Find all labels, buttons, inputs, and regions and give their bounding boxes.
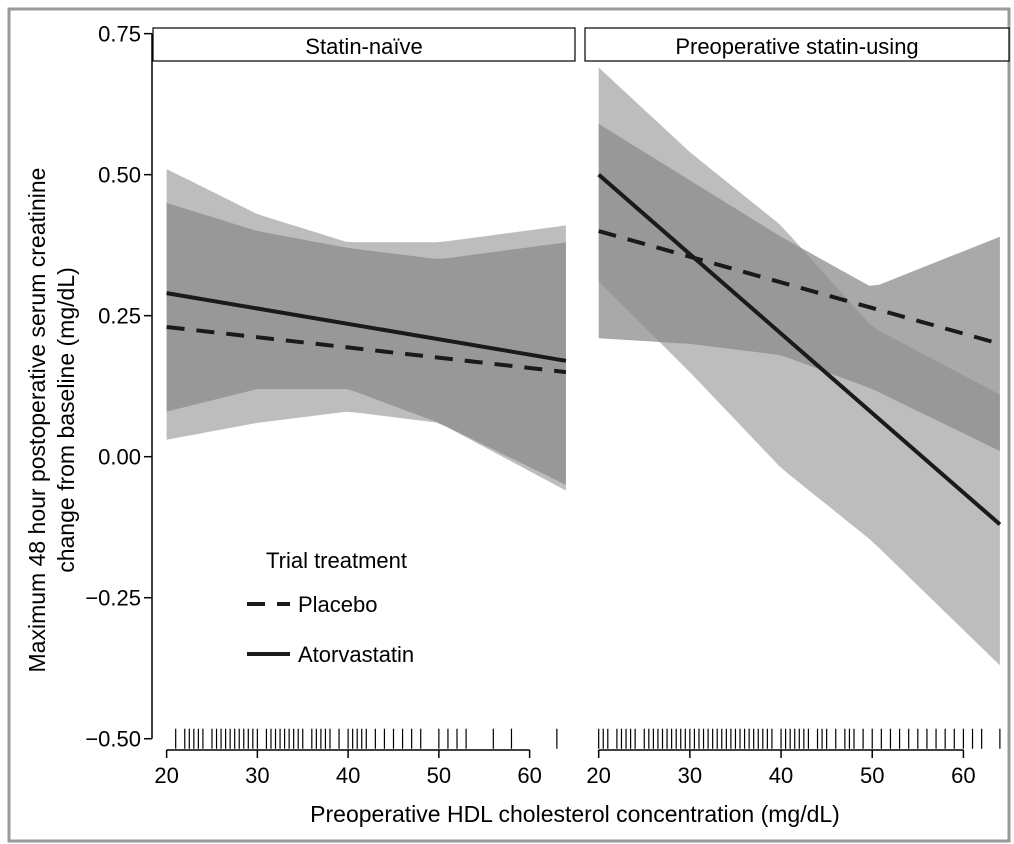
x-tick-label: 60 [517,763,541,788]
y-axis-title-line2: change from baseline (mg/dL) [53,267,79,573]
facet-strip-left [152,27,576,62]
facet-label-right: Preoperative statin-using [675,34,918,59]
series-line-placebo [598,229,1001,346]
panel-statin-using [597,67,1002,749]
x-tick-label: 40 [769,763,793,788]
series-line-atorvastatin [166,291,567,363]
facet-label-left: Statin-naïve [305,34,422,59]
x-tick-label: 40 [336,763,360,788]
series-line-placebo [166,324,567,375]
y-axis-title-line1: Maximum 48 hour postoperative serum crea… [24,168,50,673]
y-tick-label: 0.00 [98,445,141,470]
legend-atorvastatin-label: Atorvastatin [298,642,414,667]
legend-placebo-label: Placebo [298,592,378,617]
x-axis: 20 30 40 50 60 20 30 40 50 60 [154,749,976,788]
x-tick-label: 30 [245,763,269,788]
x-tick-label: 50 [860,763,884,788]
ci-band-placebo [598,123,1000,452]
y-tick-label: 0.25 [98,304,141,329]
x-tick-label: 50 [427,763,451,788]
legend: Trial treatment Placebo Atorvastatin [247,548,414,667]
figure-frame [7,7,1011,843]
y-tick-label: 0.50 [98,163,141,188]
ci-band-atorvastatin [166,202,566,485]
x-tick-label: 60 [951,763,975,788]
y-tick-label: 0.75 [98,22,141,47]
facet-strip-right [584,27,1010,62]
x-axis-title: Preoperative HDL cholesterol concentrati… [310,801,840,827]
y-axis: 0.75 0.50 0.25 0.00 −0.25 −0.50 [85,22,153,752]
y-tick-label: −0.25 [85,586,141,611]
y-tick-label: −0.50 [85,727,141,752]
x-tick-label: 20 [586,763,610,788]
x-tick-label: 20 [154,763,178,788]
x-tick-label: 30 [678,763,702,788]
series-line-atorvastatin [597,173,1002,526]
legend-title: Trial treatment [266,548,407,573]
panel-statin-naive [166,169,567,749]
